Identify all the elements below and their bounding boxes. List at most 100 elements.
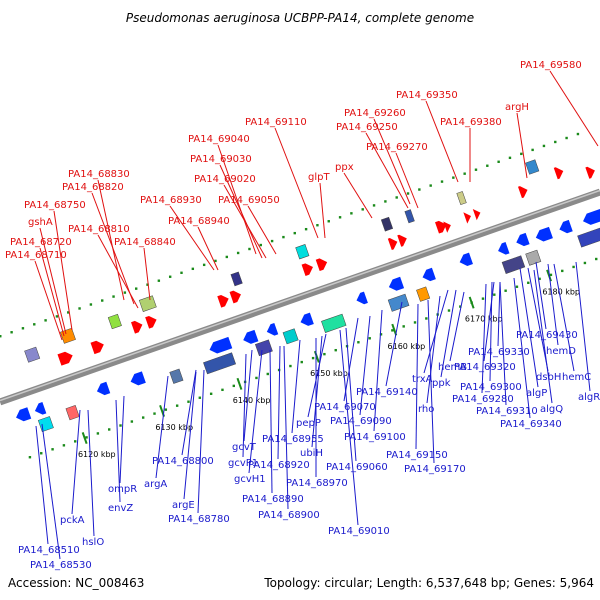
bottom-gene-label[interactable]: PA14_69070 — [314, 402, 376, 413]
bottom-gene-label[interactable]: PA14_69010 — [328, 526, 390, 537]
bottom-gene-label[interactable]: PA14_69330 — [468, 347, 530, 358]
top-gene-label[interactable]: PA14_68840 — [114, 237, 176, 248]
top-gene-label[interactable]: glpT — [308, 172, 330, 183]
bottom-gene-label[interactable]: PA14_68900 — [258, 510, 320, 521]
bottom-gene-label[interactable]: PA14_69150 — [386, 450, 448, 461]
bottom-gene-label[interactable]: hslO — [82, 537, 104, 548]
top-guide-dot — [520, 152, 523, 156]
bottom-gene-label[interactable]: PA14_69100 — [344, 432, 406, 443]
top-gene-label[interactable]: PA14_68720 — [10, 237, 72, 248]
bottom-gene-label[interactable]: PA14_69140 — [356, 387, 418, 398]
bottom-gene-label[interactable]: PA14_68510 — [18, 545, 80, 556]
reverse-gene-arrow — [34, 401, 47, 415]
top-guide-dot — [542, 144, 546, 148]
forward-gene-arrow — [217, 294, 229, 308]
bottom-gene-label[interactable]: PA14_69280 — [452, 394, 514, 405]
top-gene-label[interactable]: PA14_68750 — [24, 200, 86, 211]
top-guide-dot — [214, 259, 217, 263]
bottom-gene-label[interactable]: PA14_69310 — [476, 406, 538, 417]
bottom-gene-label[interactable]: PA14_69300 — [460, 382, 522, 393]
top-guide-dot — [361, 208, 364, 211]
bottom-gene-label[interactable]: PA14_68970 — [286, 478, 348, 489]
bottom-gene-label[interactable]: ppk — [432, 378, 451, 389]
bottom-leader-line — [291, 339, 301, 434]
bottom-gene-label[interactable]: ompR — [108, 484, 137, 495]
bottom-gene-label[interactable]: argA — [144, 479, 167, 490]
bottom-gene-label[interactable]: gcvT — [232, 442, 257, 453]
bottom-gene-label[interactable]: PA14_68955 — [262, 434, 324, 445]
bottom-guide-dot — [481, 297, 485, 300]
bottom-leader-line — [440, 289, 457, 378]
bottom-gene-label[interactable]: pepP — [296, 418, 321, 429]
bottom-gene-label[interactable]: PA14_69060 — [326, 462, 388, 473]
top-gene-label[interactable]: PA14_68820 — [62, 182, 124, 193]
reverse-gene-arrow — [209, 336, 233, 354]
bottom-gene-label[interactable]: hemB — [438, 362, 467, 373]
top-gene-label[interactable]: PA14_68930 — [140, 195, 202, 206]
bottom-guide-dot — [402, 325, 405, 328]
top-gene-label[interactable]: PA14_69110 — [245, 117, 307, 128]
backbone-line — [0, 188, 600, 406]
bottom-gene-label[interactable]: PA14_69340 — [500, 419, 562, 430]
top-gene-label[interactable]: argH — [505, 102, 529, 113]
reverse-gene-arrow — [583, 208, 600, 225]
top-leader-line — [34, 260, 63, 341]
top-gene-label[interactable]: PA14_69050 — [218, 195, 280, 206]
top-gene-label[interactable]: ppx — [335, 162, 354, 173]
bottom-gene-label[interactable]: PA14_69430 — [516, 330, 578, 341]
top-leader-line — [53, 210, 73, 331]
bottom-guide-dot — [289, 364, 292, 368]
bottom-gene-label[interactable]: PA14_68800 — [152, 456, 214, 467]
bottom-gene-label[interactable]: PA14_69170 — [404, 464, 466, 475]
bottom-gene-label[interactable]: PA14_69090 — [330, 416, 392, 427]
top-gene-label[interactable]: PA14_69580 — [520, 60, 582, 71]
bottom-gene-label[interactable]: PA14_68530 — [30, 560, 92, 571]
top-gene-label[interactable]: PA14_69020 — [194, 174, 256, 185]
top-gene-label[interactable]: PA14_68940 — [168, 216, 230, 227]
bottom-gene-label[interactable]: PA14_69320 — [454, 362, 516, 373]
forward-gene-arrow — [517, 186, 528, 199]
top-gene-label[interactable]: PA14_69040 — [188, 134, 250, 145]
bottom-guide-dot — [368, 337, 371, 340]
bottom-gene-label[interactable]: gcvH1 — [234, 474, 266, 485]
bottom-gene-label[interactable]: PA14_68920 — [248, 460, 310, 471]
bottom-leader-line — [481, 283, 487, 394]
bottom-gene-label[interactable]: algR — [578, 392, 600, 403]
top-gene-label[interactable]: PA14_69380 — [440, 117, 502, 128]
bottom-gene-label[interactable]: gcvP1 — [228, 458, 258, 469]
top-gene-label[interactable]: PA14_69350 — [396, 90, 458, 101]
bottom-guide-dot — [74, 440, 77, 443]
top-guide-dot — [418, 188, 421, 191]
bottom-leader-line — [277, 345, 281, 460]
bottom-gene-label[interactable]: PA14_68780 — [168, 514, 230, 525]
top-gene-label[interactable]: gshA — [28, 217, 53, 228]
reverse-gene-arrow — [422, 267, 436, 282]
bottom-gene-label[interactable]: pckA — [60, 515, 85, 526]
top-guide-dot — [293, 231, 296, 235]
bottom-gene-label[interactable]: algQ — [540, 404, 563, 415]
bottom-leader-line — [513, 277, 531, 419]
top-gene-label[interactable]: PA14_68810 — [68, 224, 130, 235]
gene-block — [295, 244, 310, 260]
top-gene-label[interactable]: PA14_69260 — [344, 108, 406, 119]
kbp-tick-mark — [236, 377, 243, 390]
bottom-gene-label[interactable]: dsbH — [536, 372, 561, 383]
kbp-tick-label: 6130 kbp — [155, 423, 193, 432]
bottom-guide-dot — [425, 317, 428, 320]
bottom-gene-label[interactable]: hemD — [546, 346, 576, 357]
top-guide-dot — [497, 160, 500, 163]
bottom-gene-label[interactable]: PA14_68890 — [242, 494, 304, 505]
bottom-gene-label[interactable]: envZ — [108, 503, 133, 514]
top-gene-label[interactable]: PA14_69250 — [336, 122, 398, 133]
top-gene-label[interactable]: PA14_69030 — [190, 154, 252, 165]
bottom-gene-label[interactable]: rho — [418, 404, 434, 415]
top-gene-label[interactable]: PA14_68710 — [5, 250, 67, 261]
bottom-gene-label[interactable]: ubiH — [300, 448, 323, 459]
top-gene-label[interactable]: PA14_68830 — [68, 169, 130, 180]
bottom-gene-label[interactable]: trxA — [412, 374, 433, 385]
bottom-gene-label[interactable]: argE — [172, 500, 195, 511]
bottom-gene-label[interactable]: algP — [526, 388, 547, 399]
top-gene-label[interactable]: PA14_69270 — [366, 142, 428, 153]
top-guide-dot — [463, 172, 466, 175]
bottom-gene-label[interactable]: hemC — [562, 372, 591, 383]
